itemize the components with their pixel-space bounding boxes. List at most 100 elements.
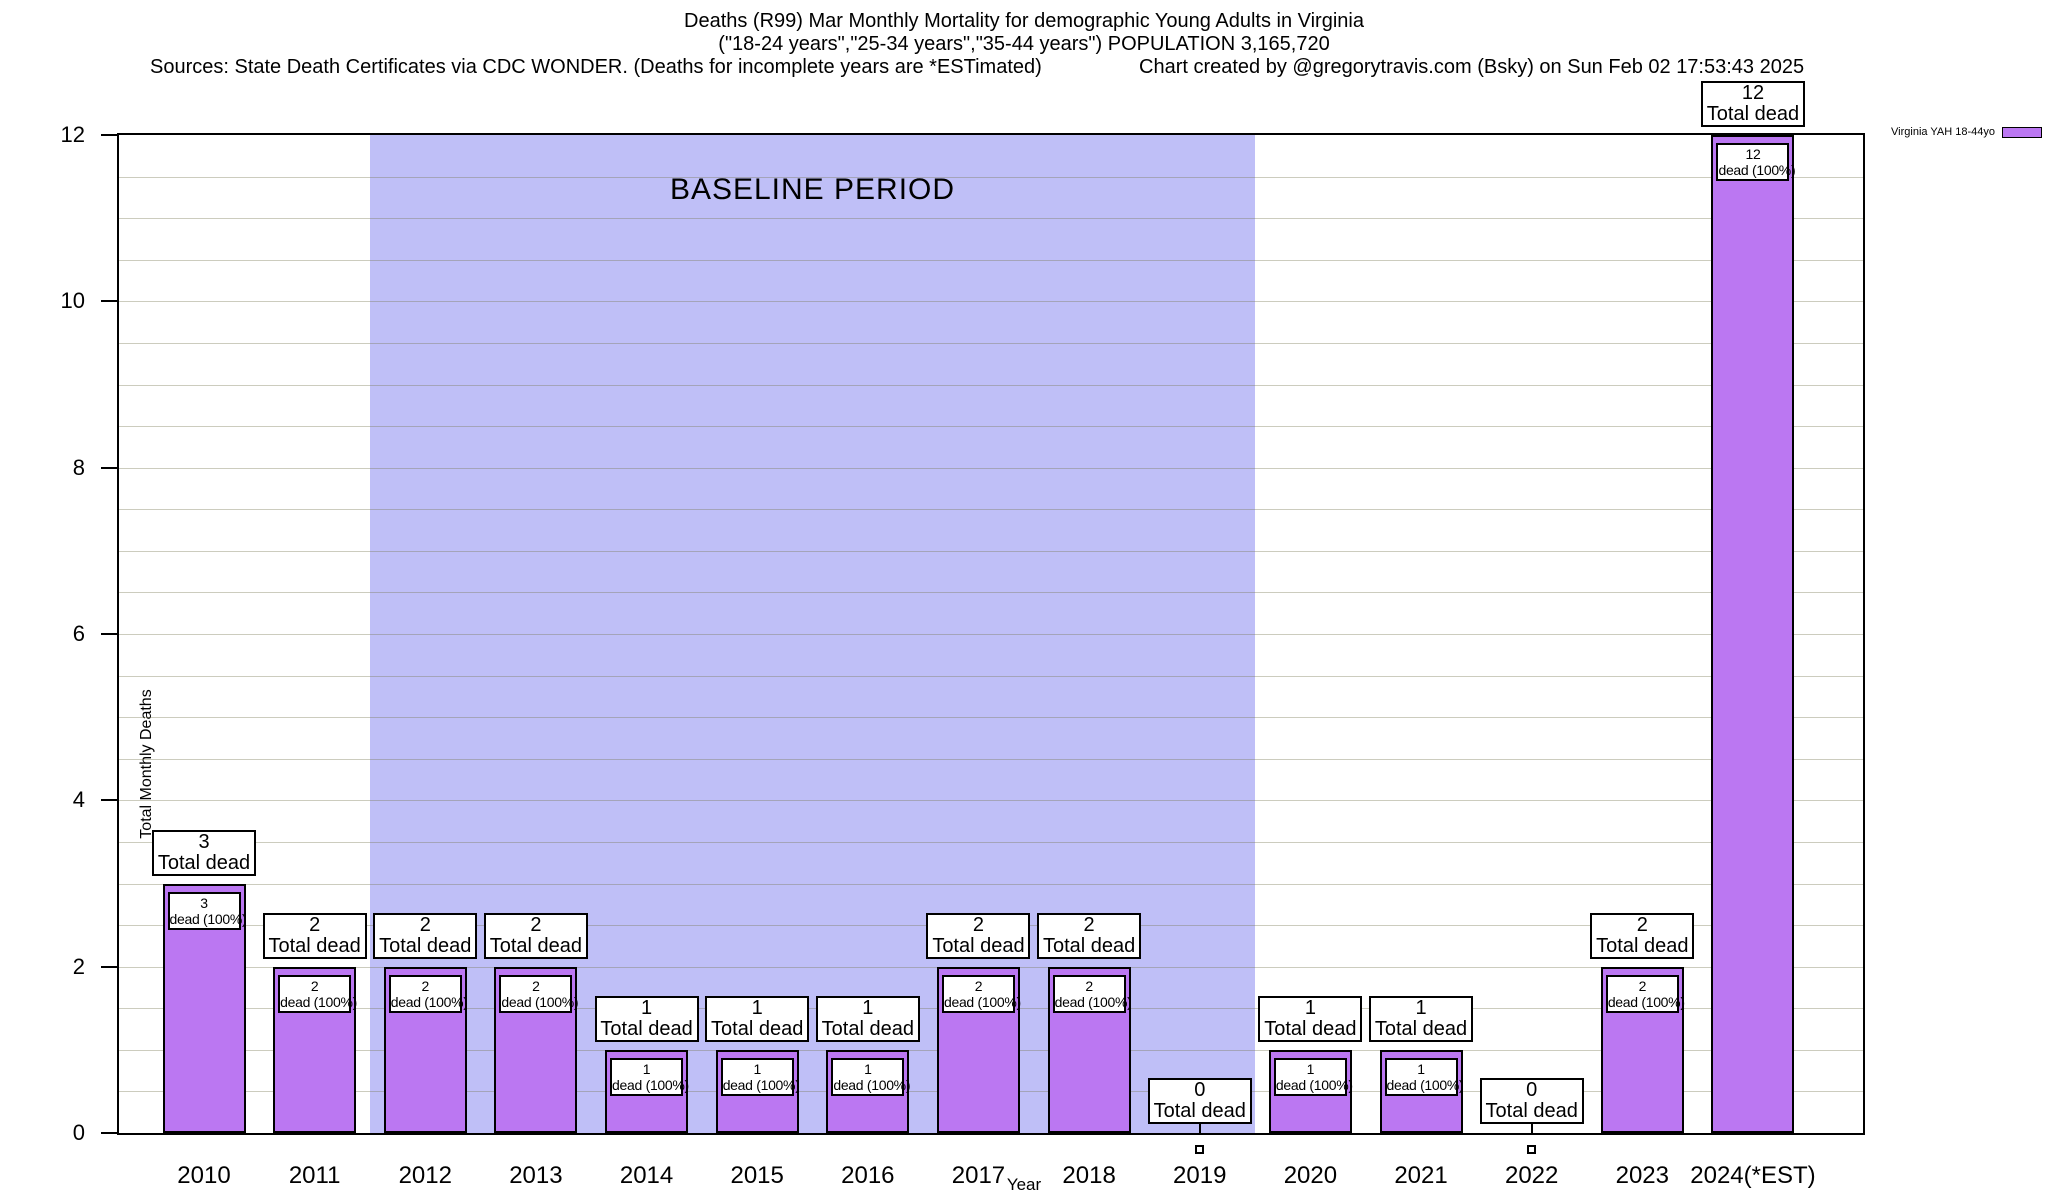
legend-swatch	[2002, 126, 2042, 138]
x-axis-title: Year	[1006, 1175, 1042, 1194]
y-tick	[101, 300, 117, 303]
x-tick-label-2012: 2012	[398, 1162, 452, 1189]
dead-pct-box-2018: 2 dead (100%)	[1052, 974, 1132, 1013]
x-tick-label-2013: 2013	[509, 1162, 563, 1189]
gridline	[119, 550, 1863, 552]
dead-pct-box-2015: 1 dead (100%)	[720, 1057, 800, 1096]
y-tick	[101, 134, 117, 136]
bar-2011: 2 dead (100%)	[273, 966, 357, 1133]
total-dead-box-2019: 0 Total dead	[1147, 1078, 1252, 1124]
total-dead-box-2024(*EST): 12 Total dead	[1700, 81, 1805, 127]
dead-pct-box-2024(*EST): 12 dead (100%)	[1716, 143, 1796, 181]
dead-pct-box-2016: 1 dead (100%)	[831, 1057, 911, 1096]
x-tick-label-2020: 2020	[1283, 1162, 1338, 1189]
gridline	[119, 384, 1863, 386]
zero-marker-2019	[1195, 1145, 1205, 1154]
gridline	[119, 176, 1863, 178]
x-tick-label-2023: 2023	[1615, 1162, 1669, 1189]
x-tick-label-2010: 2010	[177, 1162, 231, 1189]
gridline	[119, 758, 1863, 760]
x-tick-label-2015: 2015	[730, 1162, 784, 1189]
gridline	[119, 592, 1863, 594]
sources-note: Sources: State Death Certificates via CD…	[150, 56, 1042, 78]
dead-pct-box-2023: 2 dead (100%)	[1605, 974, 1685, 1013]
bar-2020: 1 dead (100%)	[1268, 1049, 1353, 1133]
total-dead-box-2011: 2 Total dead	[262, 912, 367, 959]
y-tick	[101, 1132, 117, 1134]
bar-2016: 1 dead (100%)	[826, 1049, 911, 1133]
y-tick-label: 6	[72, 621, 85, 646]
dead-pct-box-2021: 1 dead (100%)	[1384, 1057, 1464, 1096]
y-tick	[101, 799, 117, 802]
bar-2017: 2 dead (100%)	[936, 966, 1021, 1133]
total-dead-box-2017: 2 Total dead	[926, 912, 1031, 959]
zero-marker-2022	[1527, 1145, 1537, 1154]
x-tick-label-2019: 2019	[1173, 1162, 1227, 1189]
x-tick-label-2021: 2021	[1394, 1162, 1448, 1189]
x-tick-label-2024(*EST): 2024(*EST)	[1690, 1162, 1816, 1189]
total-dead-box-2010: 3 Total dead	[152, 829, 256, 876]
y-tick	[101, 965, 117, 968]
gridline	[119, 426, 1863, 428]
plot-area: BASELINE PERIOD Total Monthly Deaths 0 2 4…	[61, 81, 1865, 1189]
dead-pct-box-2012: 2 dead (100%)	[388, 974, 468, 1013]
x-tick-label-2017: 2017	[951, 1162, 1006, 1189]
gridline	[119, 634, 1863, 635]
zero-leader-2019	[1198, 1124, 1201, 1133]
gridline	[119, 509, 1863, 511]
gridline	[119, 301, 1863, 303]
y-tick	[101, 466, 117, 469]
x-tick-label-2011: 2011	[288, 1162, 341, 1189]
credit-note: Chart created by @gregorytravis.com (Bsk…	[1139, 56, 1805, 78]
total-dead-box-2013: 2 Total dead	[483, 912, 588, 959]
gridline	[119, 342, 1863, 344]
legend: Virginia YAH 18-44yo	[1891, 126, 2042, 138]
dead-pct-box-2020: 1 dead (100%)	[1273, 1057, 1353, 1096]
bar-2012: 2 dead (100%)	[383, 966, 468, 1133]
zero-leader-2022	[1530, 1124, 1533, 1133]
x-tick-label-2022: 2022	[1504, 1162, 1559, 1189]
dead-pct-box-2011: 2 dead (100%)	[278, 974, 357, 1013]
bar-2024(*EST): 12 dead (100%)	[1711, 135, 1796, 1133]
gridline	[119, 259, 1863, 261]
total-dead-box-2021: 1 Total dead	[1369, 995, 1474, 1042]
gridline	[119, 467, 1863, 469]
y-tick-label: 8	[72, 454, 85, 480]
x-tick-label-2014: 2014	[619, 1162, 674, 1189]
legend-label: Virginia YAH 18-44yo	[1891, 126, 1995, 138]
baseline-region	[369, 135, 1256, 1133]
y-tick-label: 2	[72, 953, 85, 979]
gridline	[119, 218, 1863, 220]
total-dead-box-2016: 1 Total dead	[815, 995, 920, 1042]
y-axis-title: Total Monthly Deaths	[138, 689, 155, 839]
chart-title: Deaths (R99) Mar Monthly Mortality for d…	[684, 10, 1364, 32]
bar-2013: 2 dead (100%)	[494, 966, 579, 1133]
dead-pct-box-2014: 1 dead (100%)	[610, 1057, 689, 1096]
total-dead-box-2020: 1 Total dead	[1258, 995, 1363, 1042]
bar-2014: 1 dead (100%)	[605, 1049, 689, 1133]
gridline	[119, 883, 1863, 885]
gridline	[119, 841, 1863, 843]
bar-2010: 3 dead (100%)	[162, 883, 247, 1133]
total-dead-box-2018: 2 Total dead	[1037, 912, 1142, 959]
bar-2018: 2 dead (100%)	[1047, 966, 1132, 1133]
gridline	[119, 717, 1863, 719]
bar-2021: 1 dead (100%)	[1379, 1049, 1464, 1133]
total-dead-box-2022: 0 Total dead	[1479, 1078, 1584, 1124]
y-tick-label: 0	[72, 1120, 85, 1145]
baseline-period-label: BASELINE PERIOD	[669, 173, 956, 206]
dead-pct-box-2017: 2 dead (100%)	[941, 974, 1021, 1013]
total-dead-box-2014: 1 Total dead	[594, 995, 699, 1042]
total-dead-box-2023: 2 Total dead	[1590, 912, 1695, 959]
bar-2023: 2 dead (100%)	[1600, 966, 1685, 1133]
x-tick-label-2018: 2018	[1062, 1162, 1116, 1189]
gridline	[119, 800, 1863, 802]
y-tick-label: 4	[72, 787, 85, 813]
chart-subtitle: ("18-24 years","25-34 years","35-44 year…	[718, 33, 1330, 55]
y-tick	[101, 633, 117, 635]
gridline	[119, 675, 1863, 677]
total-dead-box-2015: 1 Total dead	[705, 995, 810, 1042]
bar-2015: 1 dead (100%)	[715, 1049, 800, 1133]
dead-pct-box-2010: 3 dead (100%)	[167, 891, 247, 930]
